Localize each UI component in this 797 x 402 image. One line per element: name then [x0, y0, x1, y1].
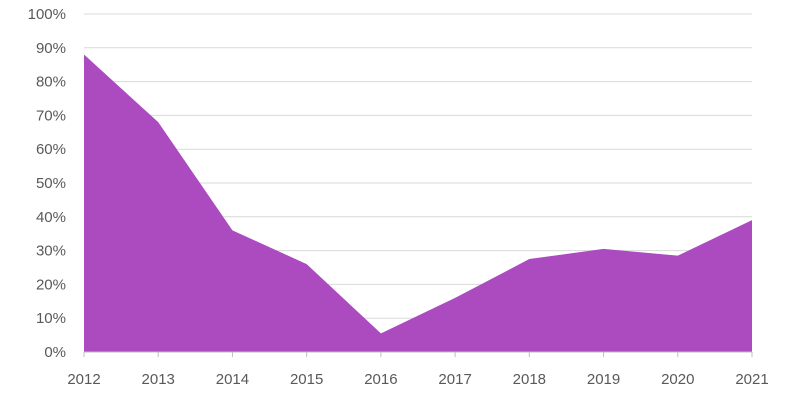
x-tick-label: 2017: [438, 371, 471, 388]
y-tick-label: 20%: [36, 276, 66, 293]
y-tick-label: 40%: [36, 209, 66, 226]
x-tick-label: 2012: [67, 371, 100, 388]
x-tick-label: 2015: [290, 371, 323, 388]
x-axis-tick-labels: 2012 2013 2014 2015 2016 2017 2018 2019 2020 2021: [67, 371, 768, 388]
y-tick-label: 100%: [28, 6, 66, 23]
y-tick-label: 60%: [36, 141, 66, 158]
y-tick-label: 80%: [36, 74, 66, 91]
x-tick-label: 2020: [661, 371, 694, 388]
x-tick-label: 2013: [142, 371, 175, 388]
y-tick-label: 30%: [36, 243, 66, 260]
x-axis: [83, 351, 753, 357]
x-tick-label: 2016: [364, 371, 397, 388]
plot-area: [84, 54, 752, 353]
x-tick-label: 2018: [513, 371, 546, 388]
y-tick-label: 90%: [36, 40, 66, 57]
y-tick-label: 70%: [36, 107, 66, 124]
y-tick-label: 10%: [36, 310, 66, 327]
area-series-0: [84, 54, 752, 353]
x-tick-label: 2021: [735, 371, 768, 388]
x-tick-label: 2014: [216, 371, 249, 388]
x-tick-label: 2019: [587, 371, 620, 388]
y-axis-tick-labels: 0% 10% 20% 30% 40% 50% 60% 70% 80% 90% 100%: [28, 6, 66, 361]
y-tick-label: 0%: [44, 344, 66, 361]
y-tick-label: 50%: [36, 175, 66, 192]
